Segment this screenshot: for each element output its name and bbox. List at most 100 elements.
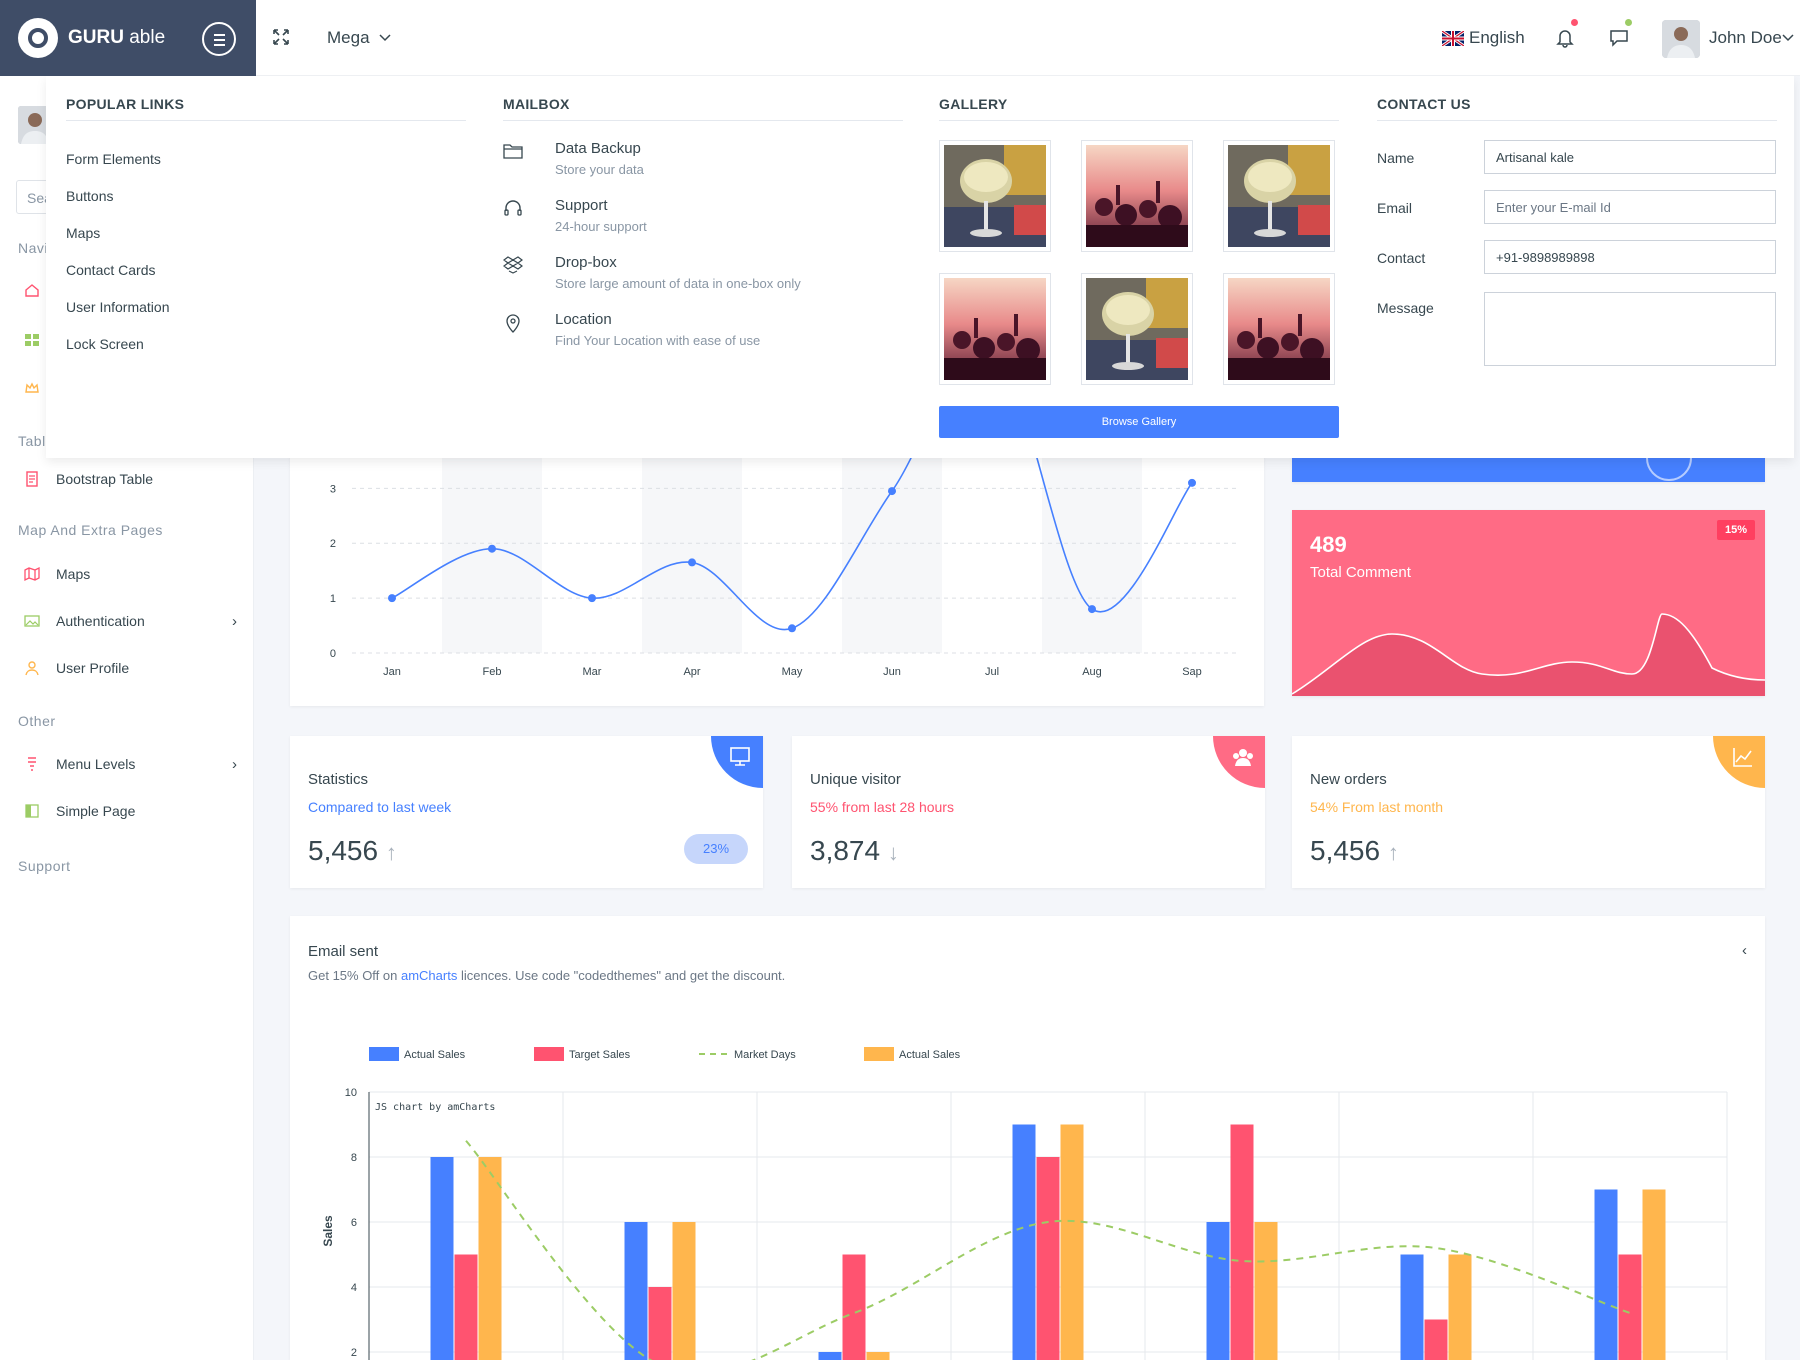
comment-badge: 15% bbox=[1716, 520, 1755, 540]
chevron-down-icon[interactable] bbox=[1782, 34, 1794, 42]
data-point bbox=[688, 558, 696, 567]
chart-line-icon bbox=[1713, 736, 1765, 788]
x-tick-label: Aug bbox=[1082, 666, 1102, 678]
stat-title: Unique visitor bbox=[810, 771, 901, 788]
divider bbox=[503, 120, 903, 121]
comment-label: Total Comment bbox=[1310, 564, 1411, 581]
map-caption: Map And Extra Pages bbox=[18, 522, 163, 538]
email-field[interactable]: Enter your E-mail Id bbox=[1484, 190, 1776, 224]
gallery-image-concert[interactable] bbox=[1223, 273, 1335, 385]
stat-value: 5,456 ↑ bbox=[308, 835, 397, 866]
circle-icon bbox=[1646, 457, 1692, 481]
y-tick-label: 3 bbox=[330, 483, 336, 495]
name-field[interactable]: Artisanal kale bbox=[1484, 140, 1776, 174]
total-comment-card: 489 Total Comment 15% bbox=[1292, 510, 1765, 696]
fullscreen-icon[interactable] bbox=[272, 28, 290, 46]
legend-item: Actual Sales bbox=[369, 1047, 466, 1061]
legend-item: Target Sales bbox=[534, 1047, 631, 1061]
bar-chart: Actual Sales Target Sales Market Days Actua… bbox=[321, 1047, 1728, 1360]
user-name[interactable]: John Doe bbox=[1709, 28, 1782, 47]
data-point bbox=[1188, 478, 1196, 487]
gallery-image-wine-glass[interactable] bbox=[939, 140, 1051, 252]
headset-icon bbox=[504, 200, 522, 216]
stat-value: 3,874 ↓ bbox=[810, 835, 899, 866]
popular-link[interactable]: User Information bbox=[66, 299, 170, 315]
bar bbox=[1618, 1254, 1642, 1360]
divider bbox=[1377, 120, 1777, 121]
card-subtitle: Get 15% Off on amCharts licences. Use co… bbox=[308, 968, 786, 983]
chevron-down-icon[interactable] bbox=[379, 34, 391, 42]
gallery-image-wine-glass[interactable] bbox=[1223, 140, 1335, 252]
stat-sub: 54% From last month bbox=[1310, 799, 1444, 815]
message-textarea[interactable] bbox=[1484, 292, 1776, 366]
comment-wave bbox=[1292, 613, 1765, 696]
popular-link[interactable]: Form Elements bbox=[66, 151, 161, 167]
divider bbox=[939, 120, 1339, 121]
legend-label: Actual Sales bbox=[404, 1049, 466, 1061]
chevron-left-icon[interactable]: ‹ bbox=[1742, 942, 1747, 959]
table-icon bbox=[26, 471, 38, 487]
chat-icon[interactable] bbox=[1609, 28, 1629, 48]
bar bbox=[672, 1222, 696, 1360]
amcharts-link[interactable]: amCharts bbox=[400, 968, 458, 983]
unique-visitor-card: Unique visitor 55% from last 28 hours 3,… bbox=[792, 736, 1265, 888]
bell-icon[interactable] bbox=[1556, 28, 1574, 48]
browse-gallery-button[interactable]: Browse Gallery bbox=[939, 406, 1339, 438]
legend-label: Target Sales bbox=[569, 1049, 631, 1061]
bar bbox=[624, 1222, 648, 1360]
x-tick-label: Jun bbox=[883, 666, 901, 678]
data-point bbox=[588, 594, 596, 603]
notification-dot bbox=[1571, 19, 1578, 26]
bar bbox=[1594, 1189, 1618, 1360]
data-point bbox=[1088, 605, 1096, 614]
legend-item: Actual Sales bbox=[864, 1047, 961, 1061]
bar bbox=[866, 1352, 890, 1360]
y-tick-label: 8 bbox=[351, 1152, 357, 1164]
x-tick-label: May bbox=[782, 666, 803, 678]
gallery-image-wine-glass[interactable] bbox=[1081, 273, 1193, 385]
bar bbox=[1036, 1157, 1060, 1360]
popular-links-title: POPULAR LINKS bbox=[66, 96, 185, 112]
presentation-icon bbox=[711, 736, 763, 788]
other-caption: Other bbox=[18, 713, 56, 729]
y-tick-label: 2 bbox=[351, 1347, 357, 1359]
brand-area: GURU able bbox=[0, 0, 256, 76]
name-label: Name bbox=[1377, 150, 1415, 166]
user-icon bbox=[25, 661, 39, 676]
y-tick-label: 6 bbox=[351, 1217, 357, 1229]
x-tick-label: Sap bbox=[1182, 666, 1202, 678]
new-orders-card: New orders 54% From last month 5,456 ↑ bbox=[1292, 736, 1765, 888]
bar bbox=[1012, 1124, 1036, 1360]
stat-sub: 55% from last 28 hours bbox=[810, 799, 954, 815]
gallery-image-concert[interactable] bbox=[939, 273, 1051, 385]
data-point bbox=[488, 544, 496, 553]
chevron-right-icon[interactable]: › bbox=[232, 613, 237, 630]
language-selector[interactable]: English bbox=[1469, 28, 1525, 47]
mailbox-title: MAILBOX bbox=[503, 96, 570, 112]
popular-link[interactable]: Maps bbox=[66, 225, 101, 241]
contact-field[interactable]: +91-9898989898 bbox=[1484, 240, 1776, 274]
bar bbox=[430, 1157, 454, 1360]
bar bbox=[454, 1254, 478, 1360]
gallery-title: GALLERY bbox=[939, 96, 1008, 112]
popular-link[interactable]: Buttons bbox=[66, 188, 114, 204]
brand-name: GURU able bbox=[68, 27, 166, 48]
series-line bbox=[465, 1140, 1631, 1360]
support-caption: Support bbox=[18, 858, 71, 874]
mega-menu-link[interactable]: Mega bbox=[327, 28, 370, 47]
email-sent-card: Email sent Get 15% Off on amCharts licen… bbox=[290, 916, 1765, 1360]
bar bbox=[842, 1254, 866, 1360]
x-tick-label: Mar bbox=[583, 666, 602, 678]
popular-link[interactable]: Lock Screen bbox=[66, 336, 144, 352]
mega-menu-dropdown: POPULAR LINKS Form Elements Buttons Maps… bbox=[46, 76, 1794, 458]
y-tick-label: 10 bbox=[345, 1087, 357, 1099]
chevron-right-icon[interactable]: › bbox=[232, 756, 237, 773]
arrow-up-icon: ↑ bbox=[1387, 840, 1399, 865]
data-point bbox=[888, 487, 896, 496]
divider bbox=[66, 120, 466, 121]
gallery-image-concert[interactable] bbox=[1081, 140, 1193, 252]
user-avatar[interactable] bbox=[1662, 20, 1700, 58]
bar bbox=[1254, 1222, 1278, 1360]
menu-toggle-button[interactable] bbox=[202, 22, 236, 56]
popular-link[interactable]: Contact Cards bbox=[66, 262, 156, 278]
